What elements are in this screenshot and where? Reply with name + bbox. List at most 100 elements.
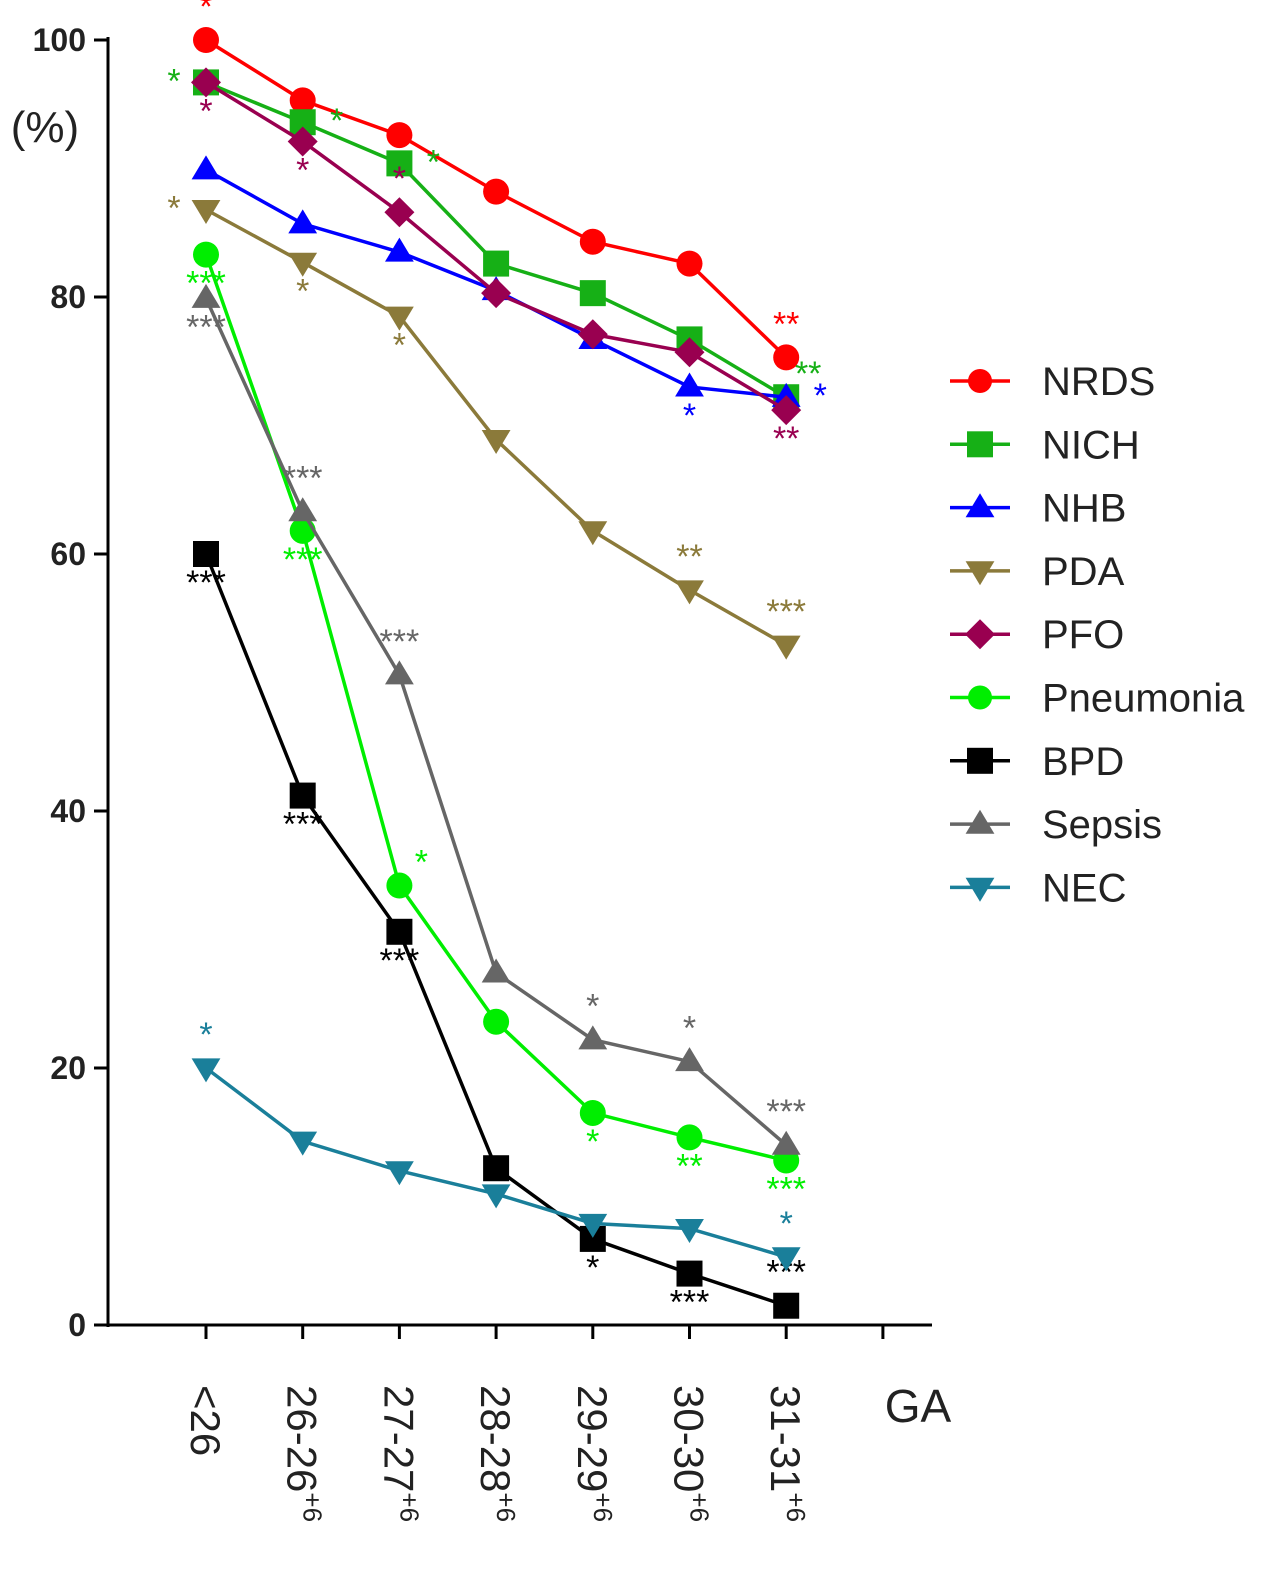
- data-point: [579, 1099, 606, 1126]
- legend-item-nrds: NRDS: [950, 360, 1155, 404]
- data-point: [771, 382, 801, 407]
- significance-label: ***: [380, 942, 420, 980]
- data-point: [578, 1025, 608, 1050]
- significance-label: **: [676, 538, 702, 576]
- legend-item-pda: PDA: [950, 550, 1125, 594]
- significance-label: **: [773, 420, 799, 458]
- legend-marker: [965, 809, 995, 834]
- legend-label: Sepsis: [1042, 803, 1162, 847]
- data-point: [771, 635, 801, 660]
- data-point: [483, 250, 510, 277]
- data-point: [385, 237, 414, 262]
- significance-label: *: [199, 0, 212, 26]
- legend-label: BPD: [1042, 740, 1124, 784]
- significance-label: ***: [186, 564, 226, 602]
- data-point: [579, 228, 606, 255]
- x-tick-label: <26: [182, 1385, 229, 1456]
- y-tick-label: 80: [50, 279, 86, 315]
- data-point: [385, 1161, 414, 1186]
- significance-label: *: [780, 1205, 793, 1243]
- data-point: [675, 580, 704, 605]
- x-tick-label-superscript: +6: [394, 1492, 424, 1522]
- data-point: [674, 337, 705, 368]
- data-point: [773, 344, 800, 371]
- data-point: [481, 1184, 511, 1209]
- legend-item-nec: NEC: [950, 866, 1126, 910]
- data-point: [287, 126, 318, 157]
- x-tick-label-superscript: +6: [588, 1492, 618, 1522]
- x-axis-label: GA: [885, 1380, 952, 1432]
- data-point: [384, 197, 415, 228]
- data-point: [191, 1058, 221, 1083]
- significance-label: *: [814, 377, 827, 415]
- series-nrds: ***: [193, 0, 800, 371]
- significance-label: **: [676, 1147, 702, 1185]
- significance-label: ***: [283, 806, 323, 844]
- data-point: [483, 1155, 510, 1182]
- data-point: [191, 283, 221, 308]
- significance-label: ***: [380, 623, 420, 661]
- data-point: [288, 497, 318, 522]
- legend-marker: [965, 561, 995, 586]
- data-point: [386, 150, 413, 177]
- data-point: [386, 918, 413, 945]
- legend-marker: [968, 685, 992, 710]
- data-point: [481, 278, 512, 309]
- data-point: [577, 319, 608, 350]
- x-tick-label-superscript: +6: [298, 1492, 328, 1522]
- data-point: [771, 395, 802, 426]
- significance-label: *: [167, 190, 180, 228]
- x-tick-label: 30-30+6: [666, 1385, 715, 1522]
- x-tick-label: 28-28+6: [472, 1385, 521, 1522]
- x-tick-label-base: 26-26: [279, 1385, 326, 1492]
- data-point: [288, 209, 318, 234]
- significance-label: ***: [283, 541, 323, 579]
- data-point: [483, 178, 510, 205]
- legend-label: PDA: [1042, 550, 1125, 594]
- legend-item-pneumonia: Pneumonia: [950, 677, 1245, 721]
- significance-label: *: [683, 397, 696, 435]
- legend-item-bpd: BPD: [950, 740, 1124, 784]
- legend-marker: [967, 431, 993, 458]
- series-bpd: ****************: [186, 541, 806, 1322]
- data-point: [289, 782, 316, 809]
- y-tick-label: 60: [50, 536, 86, 572]
- significance-label: *: [199, 1016, 212, 1054]
- data-point: [191, 155, 221, 180]
- x-tick-label-base: 28-28: [472, 1385, 519, 1492]
- data-point: [676, 250, 703, 277]
- series-pneumonia: *************: [186, 241, 806, 1209]
- legend-marker: [967, 747, 993, 774]
- x-tick-label-superscript: +6: [491, 1492, 521, 1522]
- data-point: [578, 521, 608, 546]
- x-tick-label-superscript: +6: [685, 1492, 715, 1522]
- x-tick-label: 31-31+6: [762, 1385, 811, 1522]
- data-point: [193, 27, 219, 53]
- y-tick-label: 20: [50, 1050, 86, 1086]
- y-axis-label: (%): [11, 103, 79, 152]
- x-tick-label-base: 31-31: [762, 1385, 809, 1492]
- x-tick-label-base: <26: [182, 1385, 229, 1456]
- significance-label: *: [415, 844, 428, 882]
- significance-label: **: [773, 305, 799, 343]
- series-pfo: ** ***: [191, 67, 802, 458]
- legend-marker: [965, 877, 995, 902]
- legend-label: PFO: [1042, 613, 1124, 657]
- significance-label: *: [167, 62, 180, 100]
- significance-label: *: [586, 988, 599, 1026]
- series-pda: ********: [167, 190, 806, 660]
- data-point: [578, 1213, 608, 1238]
- legend-item-pfo: PFO: [950, 613, 1124, 657]
- data-point: [191, 67, 221, 98]
- significance-label: *: [393, 326, 406, 364]
- significance-label: *: [393, 160, 406, 198]
- legend-marker: [965, 619, 995, 650]
- legend-item-nhb: NHB: [950, 487, 1126, 531]
- significance-label: ***: [766, 593, 806, 631]
- significance-label: *: [330, 102, 343, 140]
- significance-label: *: [586, 1123, 599, 1161]
- legend-item-sepsis: Sepsis: [950, 803, 1162, 847]
- y-tick-label: 40: [50, 793, 86, 829]
- data-point: [288, 1131, 318, 1156]
